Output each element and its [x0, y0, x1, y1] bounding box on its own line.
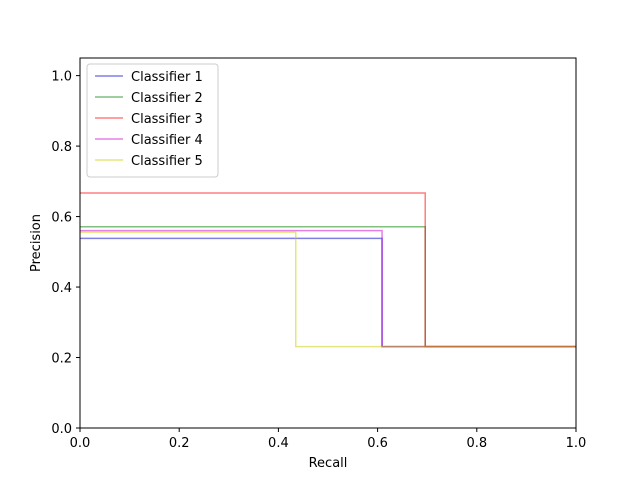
legend-label: Classifier 4 [131, 133, 203, 148]
y-tick-label: 0.0 [51, 422, 72, 437]
y-tick-label: 0.8 [51, 140, 72, 155]
series-layer [80, 192, 576, 348]
series-line-classifier-4 [80, 229, 576, 348]
series-line-classifier-5 [80, 231, 576, 348]
x-axis-label: Recall [309, 456, 348, 471]
y-axis-label: Precision [29, 214, 44, 272]
x-tick-label: 1.0 [566, 436, 587, 451]
legend-label: Classifier 5 [131, 154, 203, 169]
plot-frame [79, 57, 577, 429]
x-tick-label: 0.8 [466, 436, 487, 451]
y-axis-ticks: 0.0 0.2 0.4 0.6 0.8 1.0 [51, 70, 80, 437]
legend-label: Classifier 1 [131, 70, 203, 85]
legend-label: Classifier 2 [131, 91, 203, 106]
y-tick-label: 0.6 [51, 211, 72, 226]
x-tick-label: 0.0 [70, 436, 91, 451]
legend-label: Classifier 3 [131, 112, 203, 127]
x-tick-label: 0.6 [367, 436, 388, 451]
legend-box [86, 63, 219, 178]
x-tick-label: 0.2 [169, 436, 190, 451]
y-tick-label: 0.2 [51, 352, 72, 367]
legend: Classifier 1 Classifier 2 Classifier 3 Clas… [86, 63, 219, 178]
series-line-classifier-3 [80, 192, 576, 348]
y-tick-label: 0.4 [51, 281, 72, 296]
y-tick-label: 1.0 [51, 70, 72, 85]
series-line-classifier-2 [80, 226, 576, 348]
series-line-classifier-1 [80, 237, 576, 348]
x-axis-ticks: 0.0 0.2 0.4 0.6 0.8 1.0 [70, 428, 587, 451]
x-tick-label: 0.4 [268, 436, 289, 451]
